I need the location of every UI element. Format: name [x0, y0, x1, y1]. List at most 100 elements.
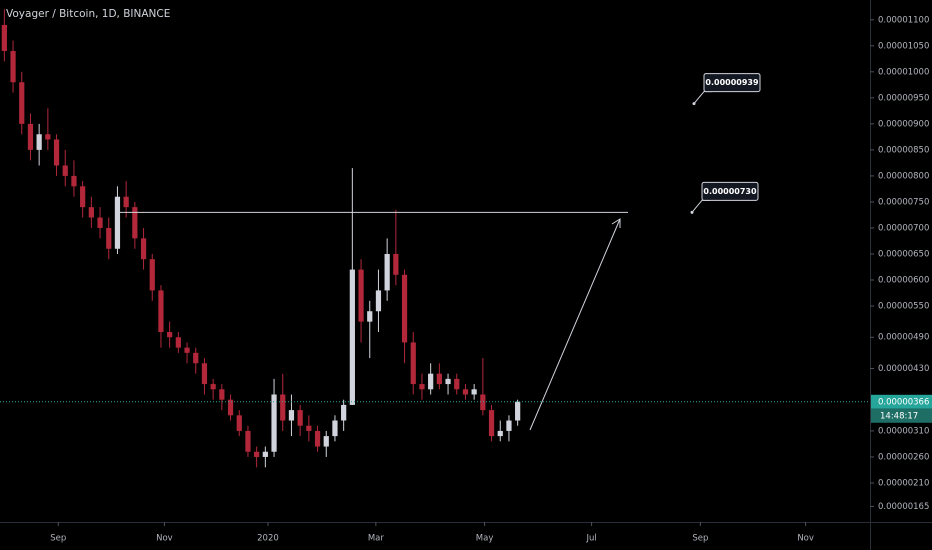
candle-body	[375, 290, 382, 312]
callout-box	[703, 73, 761, 93]
candle-body	[114, 196, 121, 249]
candle-body	[236, 415, 242, 431]
last-price-label: 0.00000366	[878, 397, 929, 407]
y-tick-label: 0.00000550	[878, 302, 929, 312]
candle-body	[175, 337, 181, 348]
y-tick-label: 0.00000490	[878, 333, 929, 343]
candle-body	[106, 227, 112, 249]
x-tick-label: May	[476, 534, 494, 544]
x-tick-label: Sep	[692, 534, 708, 544]
candle-body	[306, 425, 312, 431]
candle-body	[227, 399, 234, 416]
y-tick-label: 0.00000750	[878, 197, 929, 207]
candle-body	[36, 134, 42, 150]
y-tick-label: 0.00000310	[878, 426, 929, 436]
plot	[1, 9, 521, 468]
candle-body	[132, 207, 138, 239]
candle-body	[462, 389, 469, 395]
x-tick-label: Sep	[50, 534, 66, 544]
countdown-box	[871, 408, 932, 423]
candle-body	[436, 373, 442, 385]
candle-body	[401, 274, 408, 343]
candle-body	[393, 253, 399, 275]
x-tick-label: Jul	[585, 534, 596, 544]
candle-body	[27, 123, 34, 150]
candle-body	[488, 410, 495, 437]
candle-body	[384, 253, 390, 291]
candle-body	[45, 134, 51, 140]
candle-body	[184, 347, 190, 353]
candle-body	[297, 410, 303, 426]
candle-body	[428, 373, 434, 390]
candle-body	[445, 378, 451, 385]
candle-body	[158, 290, 164, 333]
candle-body	[515, 401, 521, 421]
candle-body	[167, 332, 173, 338]
callout-label: 0.00000730	[703, 187, 757, 196]
y-tick-label: 0.00001100	[878, 15, 929, 25]
y-tick-label: 0.00000850	[878, 145, 929, 155]
candle-body	[454, 378, 460, 390]
candle-body	[280, 394, 286, 421]
candle-body	[332, 420, 338, 437]
y-tick-label: 0.00000650	[878, 249, 929, 259]
candle-body	[219, 389, 225, 400]
candle-body	[367, 311, 373, 322]
candle-body	[341, 404, 347, 421]
y-tick-label: 0.00001050	[878, 41, 929, 51]
candle-body	[314, 430, 321, 447]
x-tick-label: Nov	[156, 534, 173, 544]
x-tick-label: 2020	[257, 534, 279, 544]
candle-body	[410, 342, 416, 385]
candle-body	[271, 394, 277, 452]
candle-body	[245, 430, 251, 452]
arrow-head	[611, 218, 621, 228]
y-tick-label: 0.00000210	[878, 478, 929, 488]
candle-body	[80, 186, 86, 208]
y-tick-label: 0.00000700	[878, 223, 929, 233]
callout-box	[701, 181, 759, 201]
last-price-box	[871, 394, 932, 409]
y-tick-label: 0.00001000	[878, 67, 929, 77]
chart-title: Voyager / Bitcoin, 1D, BINANCE	[6, 8, 170, 20]
x-tick-label: Nov	[797, 534, 814, 544]
y-tick-label: 0.00000430	[878, 364, 929, 374]
candle-body	[262, 451, 268, 457]
candle-body	[419, 384, 425, 390]
candle-body	[53, 139, 60, 166]
candle-body	[349, 269, 355, 405]
candle-body	[480, 394, 486, 411]
candle-body	[88, 207, 94, 218]
y-tick-label: 0.00000800	[878, 171, 929, 181]
candle-body	[140, 238, 147, 260]
candle-body	[506, 420, 512, 431]
candle-body	[254, 451, 260, 457]
candle-body	[358, 269, 364, 322]
candle-body	[288, 410, 295, 421]
y-tick-label: 0.00000950	[878, 93, 929, 103]
candle-body	[19, 82, 25, 124]
candle-body	[1, 24, 7, 52]
candle-body	[323, 436, 329, 447]
countdown: 14:48:17	[880, 411, 918, 421]
candle-body	[193, 352, 199, 364]
candle-body	[210, 384, 216, 390]
candle-body	[471, 389, 477, 395]
y-tick-label: 0.00000260	[878, 452, 929, 462]
y-tick-label: 0.00000900	[878, 119, 929, 129]
candle-body	[62, 165, 68, 176]
x-tick-label: Mar	[368, 534, 385, 544]
candle-body	[97, 217, 103, 228]
candle-body	[123, 196, 129, 208]
candle-body	[10, 51, 16, 83]
callout-label: 0.00000939	[705, 78, 759, 87]
y-tick-label: 0.00000600	[878, 275, 929, 285]
candle-body	[201, 363, 208, 385]
candle-body	[149, 259, 155, 291]
projection-arrow	[529, 218, 621, 431]
candle-body	[497, 430, 503, 437]
candle-body	[71, 175, 77, 187]
